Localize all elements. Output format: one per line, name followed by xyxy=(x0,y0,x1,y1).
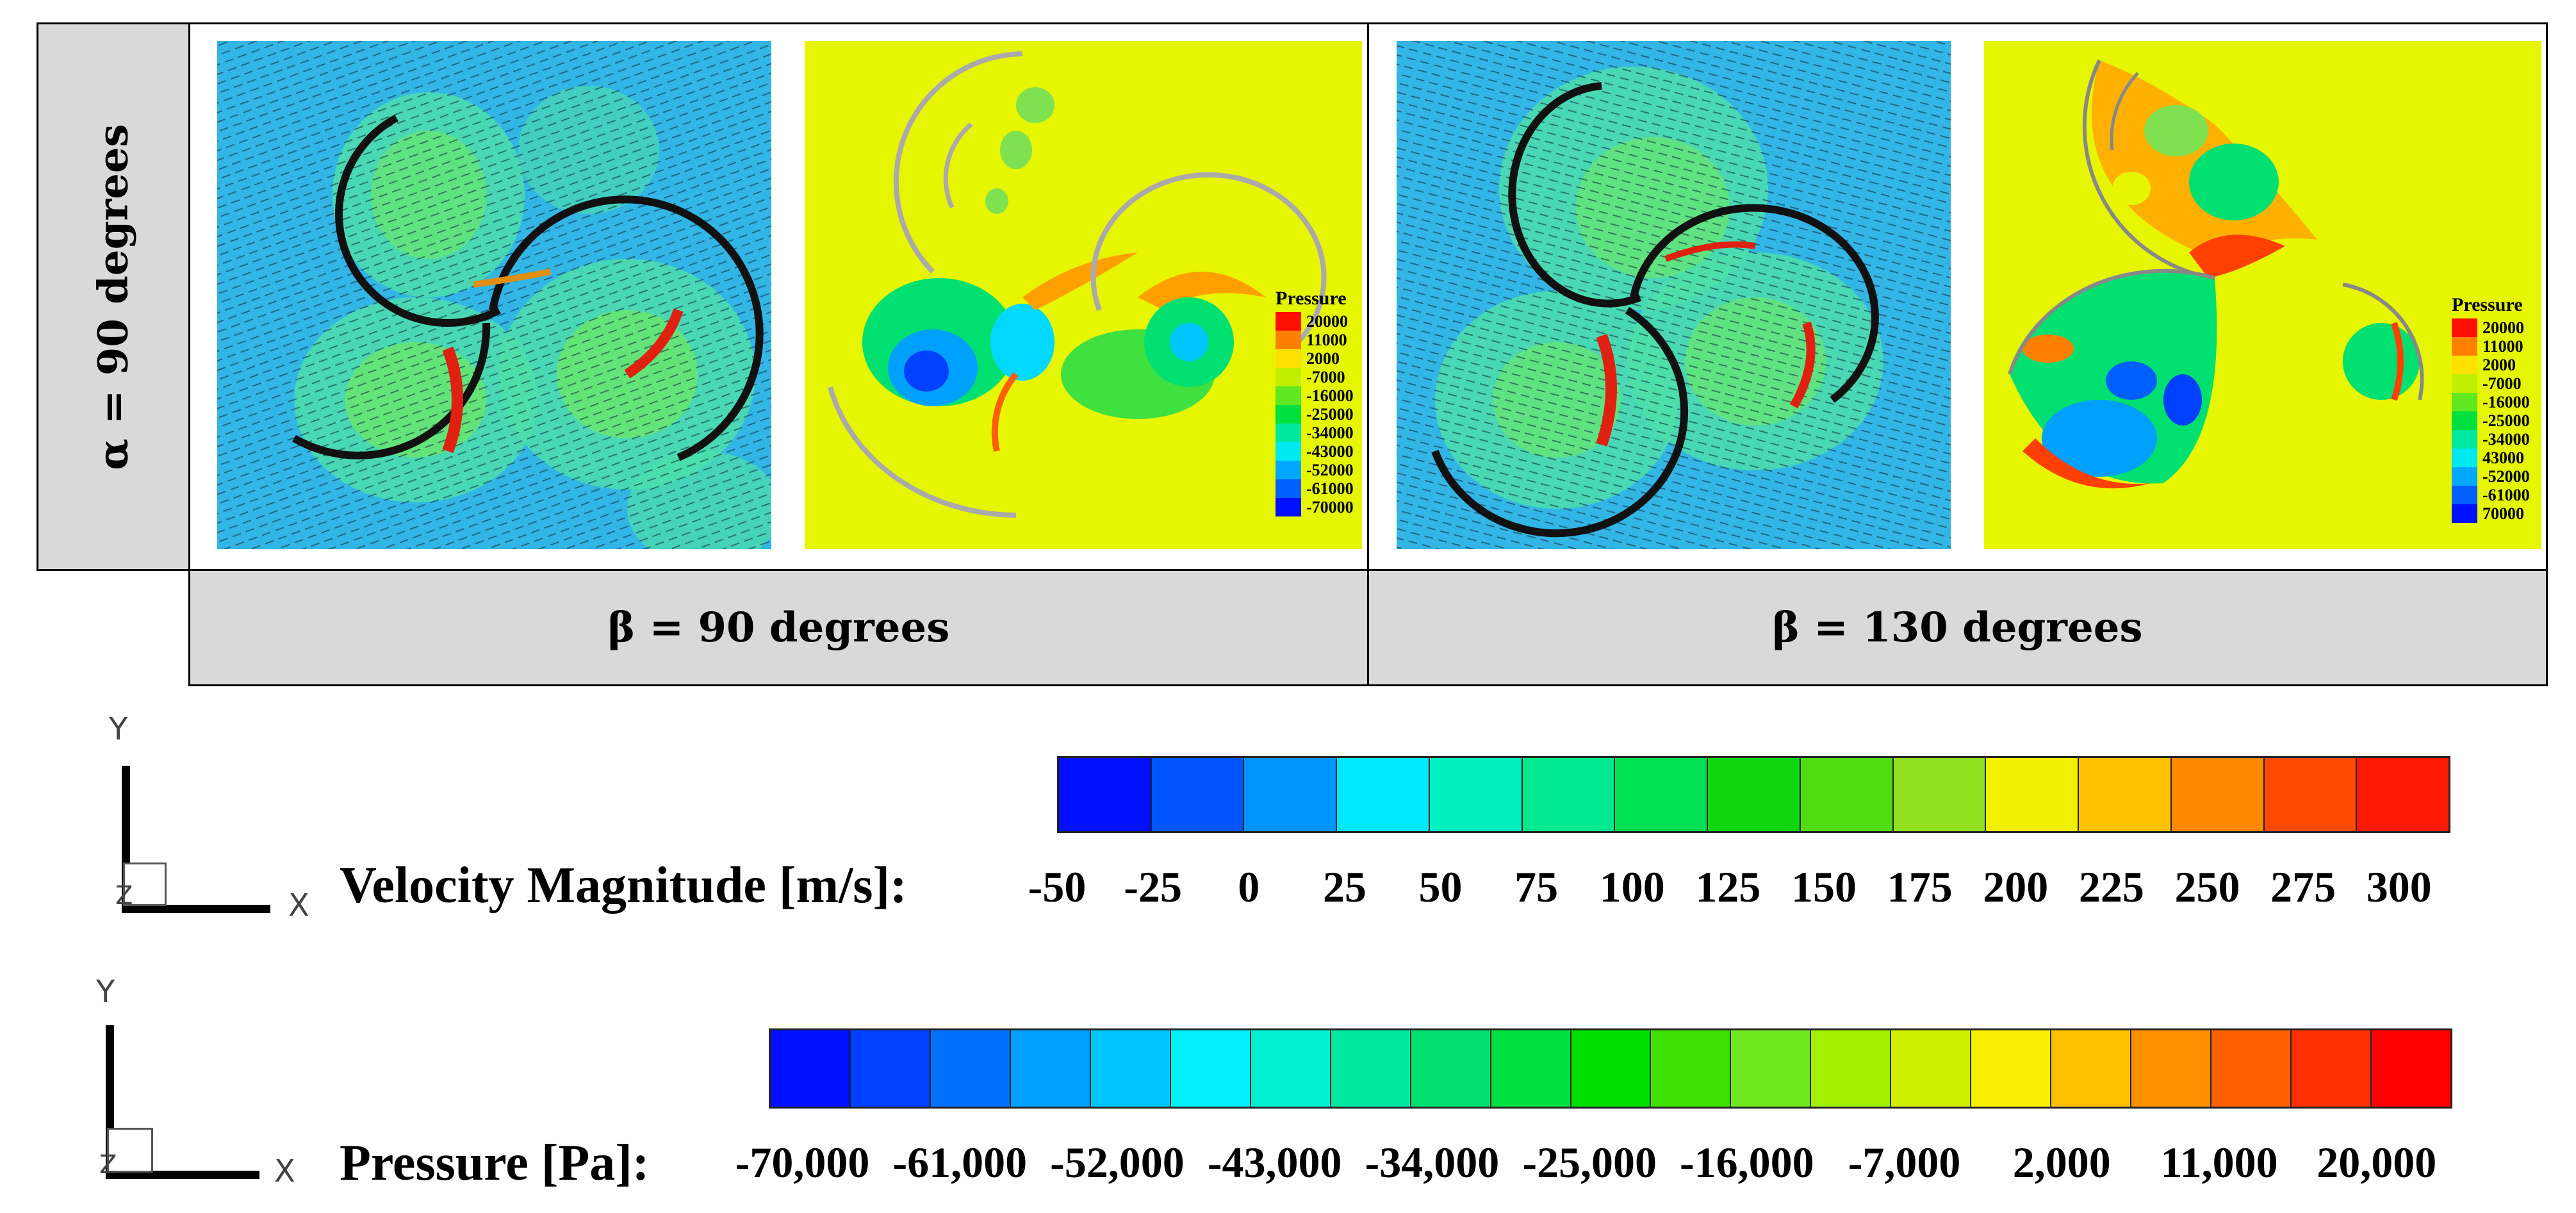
pressure-colorbar-tick-label: -25,000 xyxy=(1522,1138,1657,1187)
velocity-colorbar-tick-label: 125 xyxy=(1695,862,1761,911)
velocity-vector-plot-beta-130 xyxy=(1397,41,1951,549)
pressure-colorbar-tick-label: -43,000 xyxy=(1207,1138,1342,1187)
panel-pressure-legend-right: Pressure 20000 11000 2000 -7000 -16000 -… xyxy=(2452,294,2530,523)
pressure-colorbar-swatch xyxy=(850,1030,931,1107)
pressure-colorbar-tick-label: -7,000 xyxy=(1848,1138,1961,1187)
velocity-colorbar-swatch xyxy=(1244,758,1338,831)
y-axis-label: Y xyxy=(109,711,128,747)
velocity-colorbar-swatch xyxy=(2171,758,2265,831)
velocity-colorbar-swatch xyxy=(1059,758,1152,831)
velocity-colorbar-tick-label: 50 xyxy=(1418,862,1463,911)
panel-legend-title: Pressure xyxy=(2452,294,2523,315)
z-axis-label: Z xyxy=(99,1150,117,1180)
pressure-colorbar-swatch xyxy=(1010,1030,1091,1107)
velocity-colorbar-tick-label: 100 xyxy=(1599,862,1665,911)
pressure-colorbar-tick-label: 11,000 xyxy=(2160,1138,2278,1187)
pressure-colorbar-swatch xyxy=(1731,1030,1812,1107)
pressure-colorbar-tick-label: -61,000 xyxy=(892,1138,1028,1187)
z-axis-box xyxy=(123,862,167,906)
velocity-colorbar-ticks: -50 -25 0 25 50 75 100 125 150 175 200 225 250 275 300 xyxy=(1028,862,2470,913)
velocity-colorbar-swatch xyxy=(1986,758,2080,831)
pressure-colorbar-swatch xyxy=(2211,1030,2292,1107)
velocity-colorbar-swatch xyxy=(1151,758,1245,831)
x-axis-label: X xyxy=(274,1153,295,1189)
pressure-colorbar-title: Pressure [Pa]: xyxy=(340,1135,650,1191)
pressure-colorbar-tick-label: 2,000 xyxy=(2012,1138,2111,1187)
pressure-colorbar-ticks: -70,000 -61,000 -52,000 -43,000 -34,000 -25,0… xyxy=(735,1137,2452,1189)
velocity-colorbar-swatch xyxy=(1615,758,1709,831)
velocity-colorbar-swatch xyxy=(1800,758,1894,831)
velocity-colorbar-tick-label: 25 xyxy=(1322,862,1366,911)
velocity-colorbar-tick-label: 200 xyxy=(1983,862,2049,911)
pressure-colorbar-tick-label: -16,000 xyxy=(1680,1138,1814,1187)
pressure-colorbar-tick-label: -34,000 xyxy=(1365,1138,1500,1187)
row-label-cell: α = 90 degrees xyxy=(37,22,190,571)
pressure-colorbar-swatch xyxy=(2131,1030,2212,1107)
velocity-colorbar-swatch xyxy=(1337,758,1430,831)
velocity-colorbar-tick-label: 150 xyxy=(1791,862,1857,911)
pressure-colorbar-swatch xyxy=(1651,1030,1732,1107)
z-axis-box xyxy=(107,1128,153,1173)
pressure-colorbar-swatch xyxy=(1251,1030,1331,1107)
velocity-colorbar-tick-label: -50 xyxy=(1028,862,1087,911)
pressure-colorbar-tick-label: 20,000 xyxy=(2317,1138,2437,1187)
pressure-colorbar-swatch xyxy=(1170,1030,1251,1107)
velocity-colorbar-swatch xyxy=(2264,758,2358,831)
pressure-colorbar-swatch xyxy=(771,1030,851,1107)
x-axis-line xyxy=(106,1171,259,1179)
x-axis-line xyxy=(122,905,270,913)
panel-pressure-legend-left: Pressure 20000 11000 2000 -7000 -16000 -… xyxy=(1276,288,1354,516)
column-label-beta-130: β = 130 degrees xyxy=(1367,569,2548,686)
x-axis-label: X xyxy=(288,887,309,923)
velocity-colorbar-swatch xyxy=(1893,758,1987,831)
pressure-colorbar-swatch xyxy=(1971,1030,2052,1107)
velocity-colorbar-tick-label: 75 xyxy=(1514,862,1559,911)
pressure-colorbar-swatch xyxy=(1090,1030,1171,1107)
velocity-colorbar-title: Velocity Magnitude [m/s]: xyxy=(340,857,907,914)
velocity-colorbar-swatch xyxy=(1522,758,1616,831)
velocity-colorbar-tick-label: -25 xyxy=(1124,862,1182,911)
column-label-beta-90: β = 90 degrees xyxy=(188,569,1369,686)
pressure-colorbar-swatch xyxy=(2292,1030,2372,1107)
pressure-colorbar-swatch xyxy=(1571,1030,1652,1107)
pressure-colorbar-swatch xyxy=(2051,1030,2132,1107)
pressure-colorbar-swatch xyxy=(930,1030,1011,1107)
pressure-colorbar-swatch xyxy=(1411,1030,1491,1107)
pressure-colorbar-swatch xyxy=(1891,1030,1972,1107)
velocity-colorbar-swatch xyxy=(2079,758,2172,831)
velocity-colorbar-tick-label: 275 xyxy=(2270,862,2336,911)
velocity-colorbar-tick-label: 175 xyxy=(1887,862,1953,911)
velocity-colorbar-swatch xyxy=(1429,758,1523,831)
velocity-colorbar-swatch xyxy=(2357,758,2449,831)
pressure-contour-plot-beta-130: Pressure 20000 11000 2000 -7000 -16000 -… xyxy=(1984,41,2541,549)
velocity-colorbar-tick-label: 300 xyxy=(2366,862,2432,911)
pressure-colorbar-swatch xyxy=(1811,1030,1892,1107)
pressure-colorbar-tick-label: -52,000 xyxy=(1050,1138,1185,1187)
pressure-colorbar-swatch xyxy=(1331,1030,1411,1107)
panel-legend-title: Pressure xyxy=(1276,288,1347,309)
pressure-colorbar-swatch xyxy=(1491,1030,1571,1107)
pressure-colorbar-swatch xyxy=(2372,1030,2451,1107)
velocity-colorbar-tick-label: 250 xyxy=(2174,862,2240,911)
velocity-colorbar-tick-label: 225 xyxy=(2078,862,2144,911)
z-axis-label: Z xyxy=(115,881,133,911)
velocity-vector-plot-beta-90 xyxy=(217,41,771,549)
pressure-contour-plot-beta-90: Pressure 20000 11000 2000 -7000 -16000 -… xyxy=(805,41,1362,549)
velocity-colorbar-swatch xyxy=(1708,758,1801,831)
velocity-colorbar xyxy=(1057,756,2450,833)
row-label: α = 90 degrees xyxy=(89,123,138,470)
pressure-colorbar xyxy=(769,1028,2452,1109)
y-axis-label: Y xyxy=(96,974,115,1010)
velocity-colorbar-tick-label: 0 xyxy=(1238,862,1260,911)
pressure-colorbar-tick-label: -70,000 xyxy=(735,1138,870,1187)
